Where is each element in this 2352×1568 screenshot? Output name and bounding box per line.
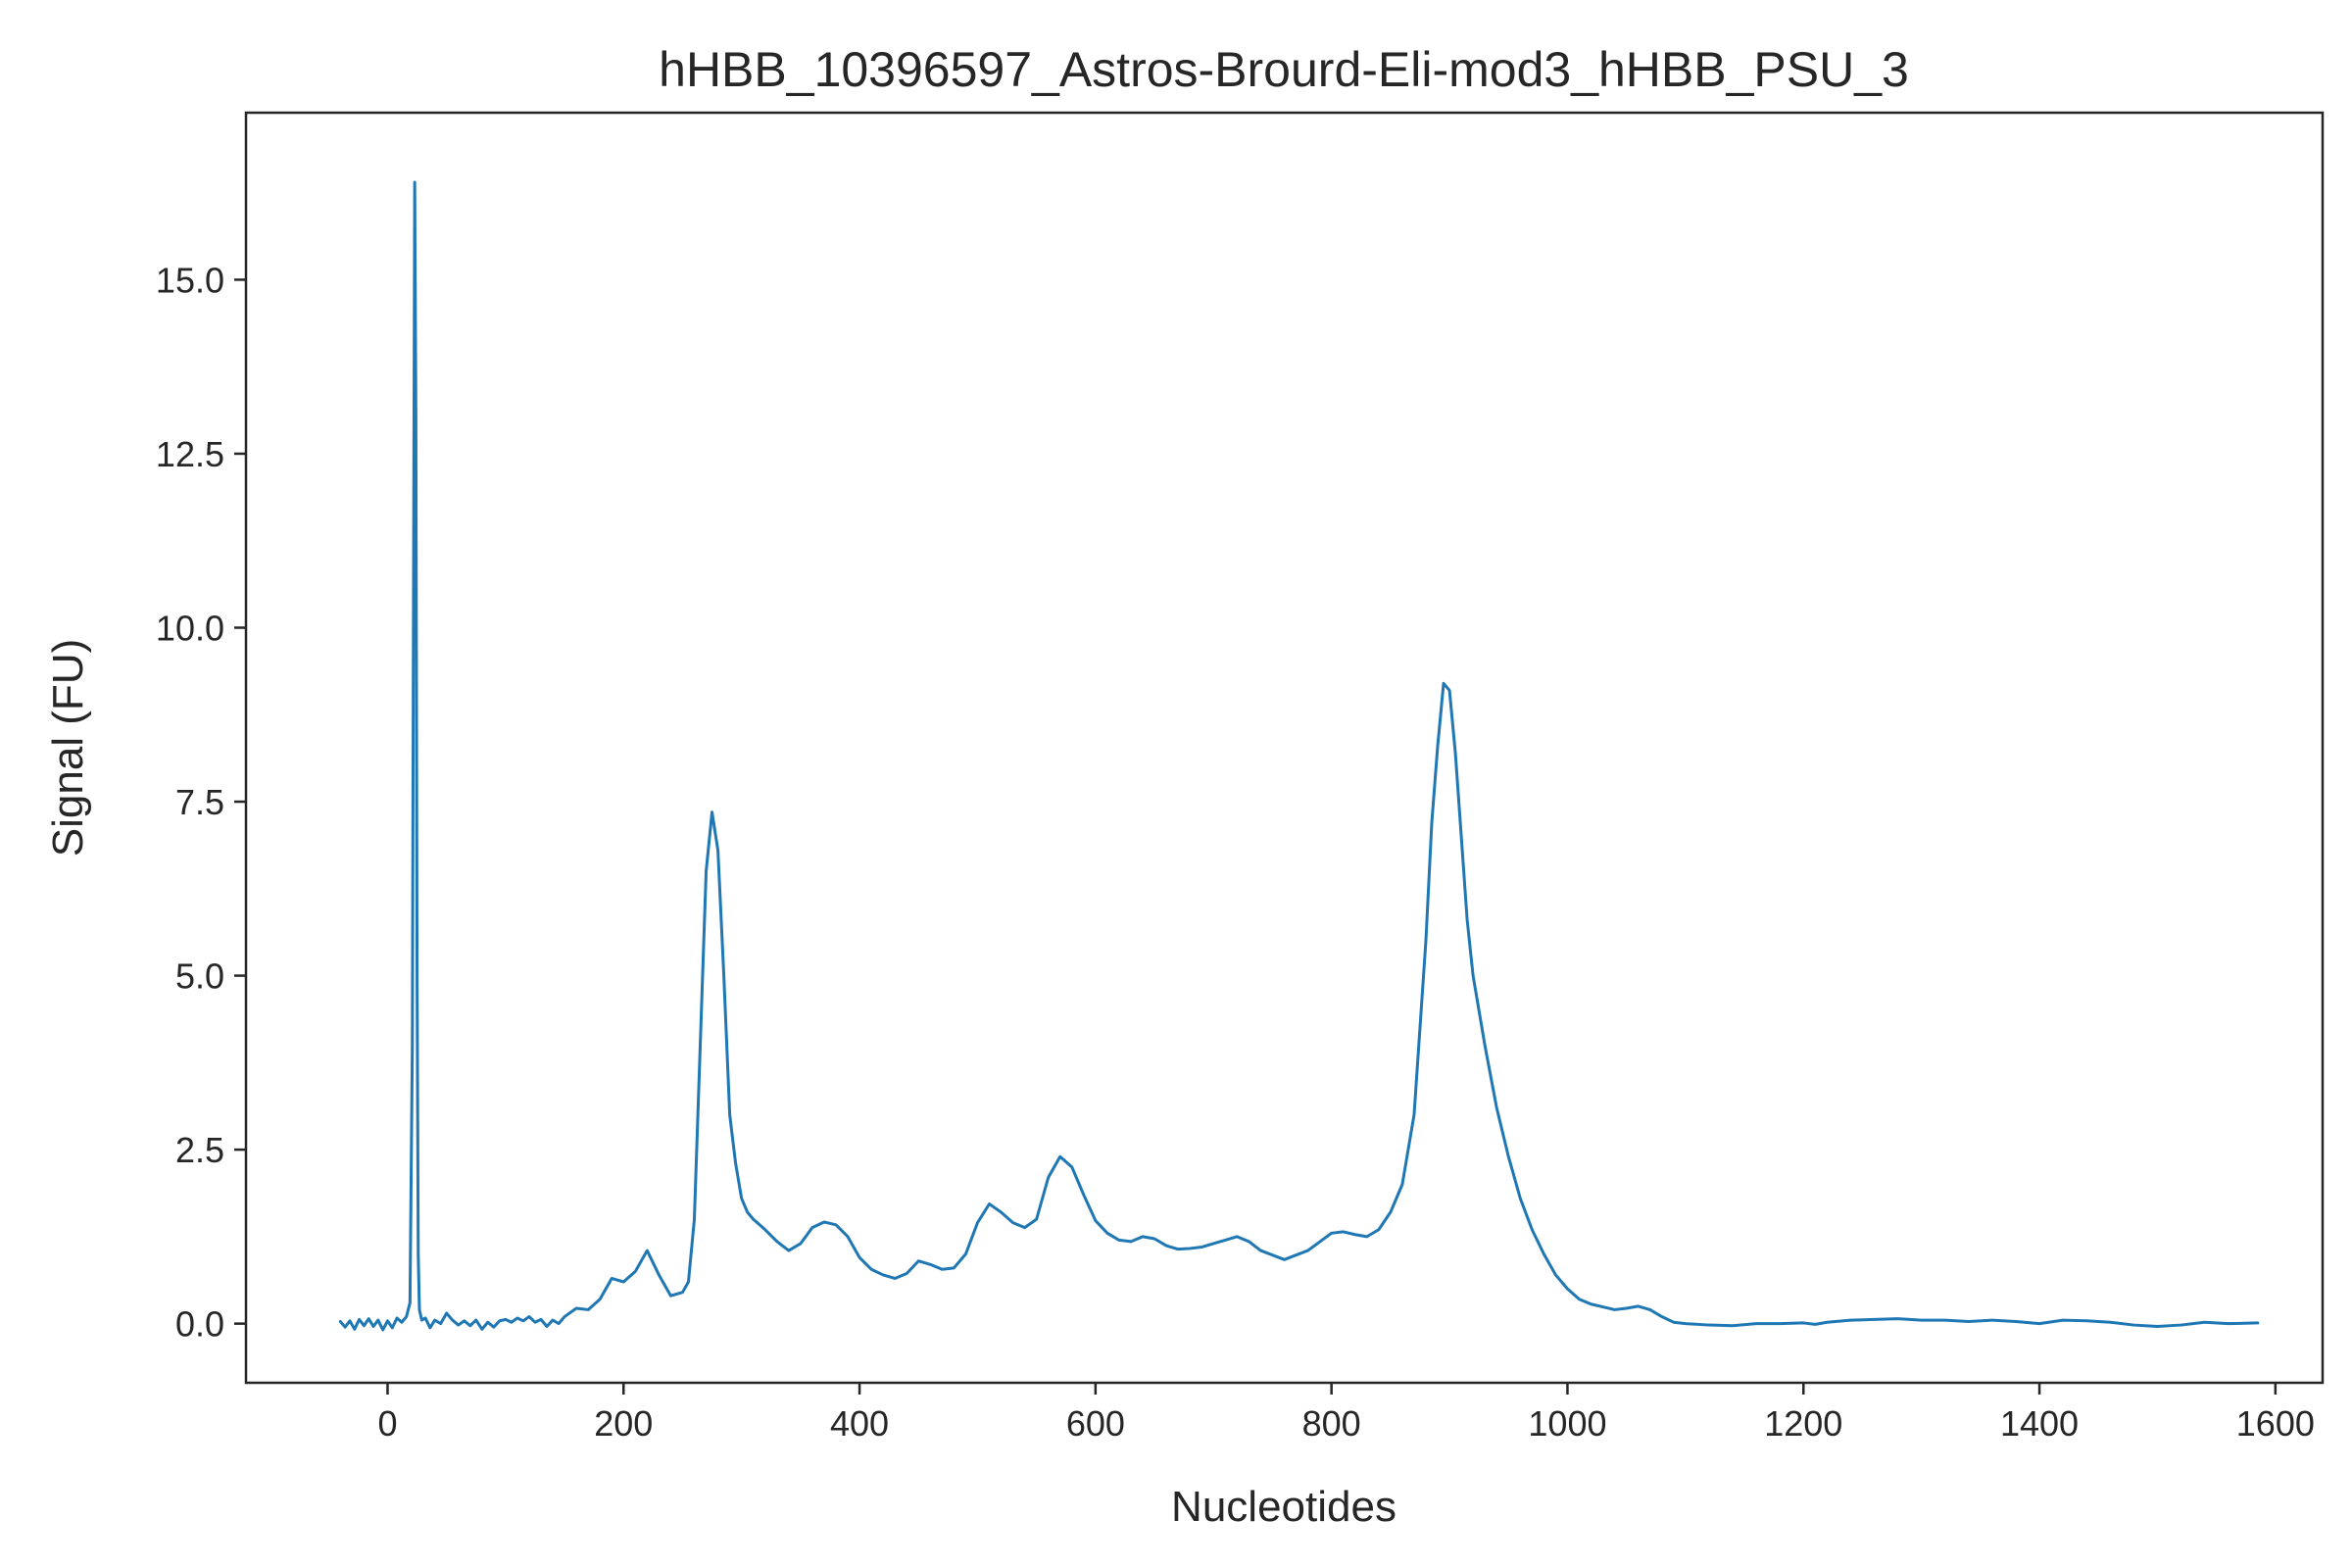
y-tick-label: 15.0 <box>156 260 224 300</box>
y-tick-label: 5.0 <box>175 956 224 997</box>
series-line <box>338 180 2260 1332</box>
x-tick-label: 1200 <box>1764 1403 1842 1444</box>
plot-frame <box>244 111 2325 1385</box>
y-tick-label: 10.0 <box>156 609 224 649</box>
x-tick-label: 800 <box>1302 1403 1361 1444</box>
x-tick-label: 1600 <box>2236 1403 2315 1444</box>
x-tick-label: 600 <box>1066 1403 1125 1444</box>
x-tick-label: 200 <box>594 1403 653 1444</box>
y-axis-label: Signal (FU) <box>44 639 92 858</box>
x-tick-label: 400 <box>830 1403 889 1444</box>
y-axis: 0.0 2.5 5.0 7.5 10.0 12.5 15.0 <box>156 260 246 1345</box>
x-tick-label: 0 <box>377 1403 397 1444</box>
x-axis: 0 200 400 600 800 1000 1200 1400 1600 <box>377 1383 2315 1444</box>
x-tick-label: 1000 <box>1528 1403 1606 1444</box>
y-tick-label: 12.5 <box>156 434 224 474</box>
x-axis-label: Nucleotides <box>1171 1483 1396 1531</box>
y-tick-label: 7.5 <box>175 782 224 822</box>
y-tick-label: 2.5 <box>175 1130 224 1170</box>
chart-title: hHBB_10396597_Astros-Brourd-Eli-mod3_hHB… <box>659 42 1909 97</box>
x-tick-label: 1400 <box>2000 1403 2079 1444</box>
y-tick-label: 0.0 <box>175 1304 224 1345</box>
